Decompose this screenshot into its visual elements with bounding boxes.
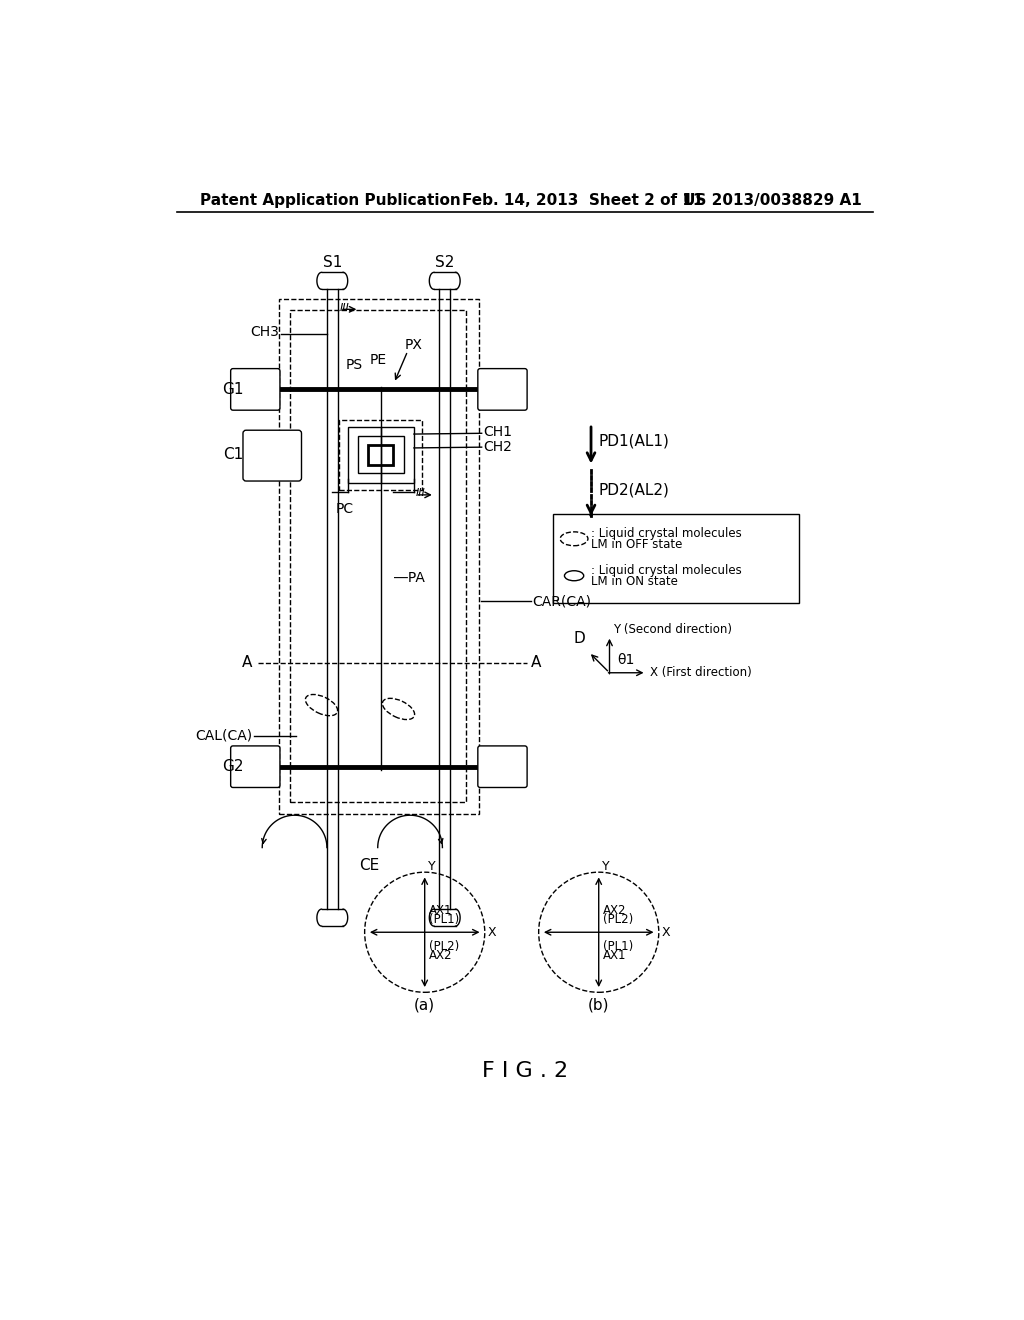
Text: Y: Y	[428, 859, 435, 873]
Bar	[280, 300, 478, 814]
Text: (PL1): (PL1)	[603, 940, 634, 953]
Text: X (First direction): X (First direction)	[650, 667, 752, 680]
Text: D: D	[573, 631, 585, 645]
Text: CH3: CH3	[250, 326, 280, 339]
Text: AX1: AX1	[603, 949, 627, 962]
Text: LM in ON state: LM in ON state	[591, 576, 678, 589]
Text: (PL2): (PL2)	[429, 940, 460, 953]
FancyBboxPatch shape	[478, 368, 527, 411]
Text: CAL(CA): CAL(CA)	[196, 729, 252, 743]
Bar	[290, 310, 466, 803]
FancyBboxPatch shape	[478, 746, 527, 788]
Text: Y (Second direction): Y (Second direction)	[613, 623, 732, 636]
Text: (b): (b)	[588, 997, 609, 1012]
FancyBboxPatch shape	[243, 430, 301, 480]
Text: PS: PS	[345, 358, 362, 372]
Text: X: X	[487, 925, 497, 939]
Text: AX2: AX2	[429, 949, 453, 962]
Text: PC: PC	[336, 502, 353, 516]
Text: X: X	[662, 925, 671, 939]
Text: : Liquid crystal molecules: : Liquid crystal molecules	[591, 564, 741, 577]
Text: US 2013/0038829 A1: US 2013/0038829 A1	[683, 193, 862, 209]
Text: PD1(AL1): PD1(AL1)	[599, 433, 670, 449]
Text: C1: C1	[223, 447, 244, 462]
Text: AX2: AX2	[603, 904, 627, 917]
Text: (PL1): (PL1)	[429, 913, 460, 927]
Text: A: A	[531, 655, 542, 671]
Text: CE: CE	[359, 858, 379, 873]
Text: PX: PX	[404, 338, 423, 351]
FancyBboxPatch shape	[230, 368, 280, 411]
Text: CAR(CA): CAR(CA)	[532, 594, 592, 609]
Text: Feb. 14, 2013  Sheet 2 of 11: Feb. 14, 2013 Sheet 2 of 11	[462, 193, 703, 209]
Text: F I G . 2: F I G . 2	[481, 1061, 568, 1081]
FancyBboxPatch shape	[230, 746, 280, 788]
Text: Patent Application Publication: Patent Application Publication	[200, 193, 461, 209]
Text: CH1: CH1	[483, 425, 512, 438]
Text: S1: S1	[323, 255, 342, 269]
Text: III: III	[416, 488, 425, 499]
Text: G2: G2	[222, 759, 244, 775]
Text: (PL2): (PL2)	[603, 913, 634, 927]
Text: : Liquid crystal molecules: : Liquid crystal molecules	[591, 527, 741, 540]
Bar	[339, 420, 422, 490]
Text: Y: Y	[602, 859, 609, 873]
Text: LM in OFF state: LM in OFF state	[591, 539, 682, 552]
Text: A: A	[242, 655, 252, 671]
Bar	[357, 437, 403, 474]
Text: (a): (a)	[414, 997, 435, 1012]
Text: G1: G1	[222, 381, 244, 397]
Text: CH2: CH2	[483, 440, 512, 454]
Text: AX1: AX1	[429, 904, 453, 917]
Text: θ1: θ1	[617, 653, 635, 668]
Text: S2: S2	[435, 255, 455, 269]
Text: ―PA: ―PA	[394, 572, 425, 585]
Text: PE: PE	[370, 354, 387, 367]
Text: III: III	[340, 302, 350, 313]
Bar	[553, 515, 799, 603]
Bar	[348, 428, 414, 483]
Bar	[369, 445, 393, 465]
Text: PD2(AL2): PD2(AL2)	[599, 483, 670, 498]
